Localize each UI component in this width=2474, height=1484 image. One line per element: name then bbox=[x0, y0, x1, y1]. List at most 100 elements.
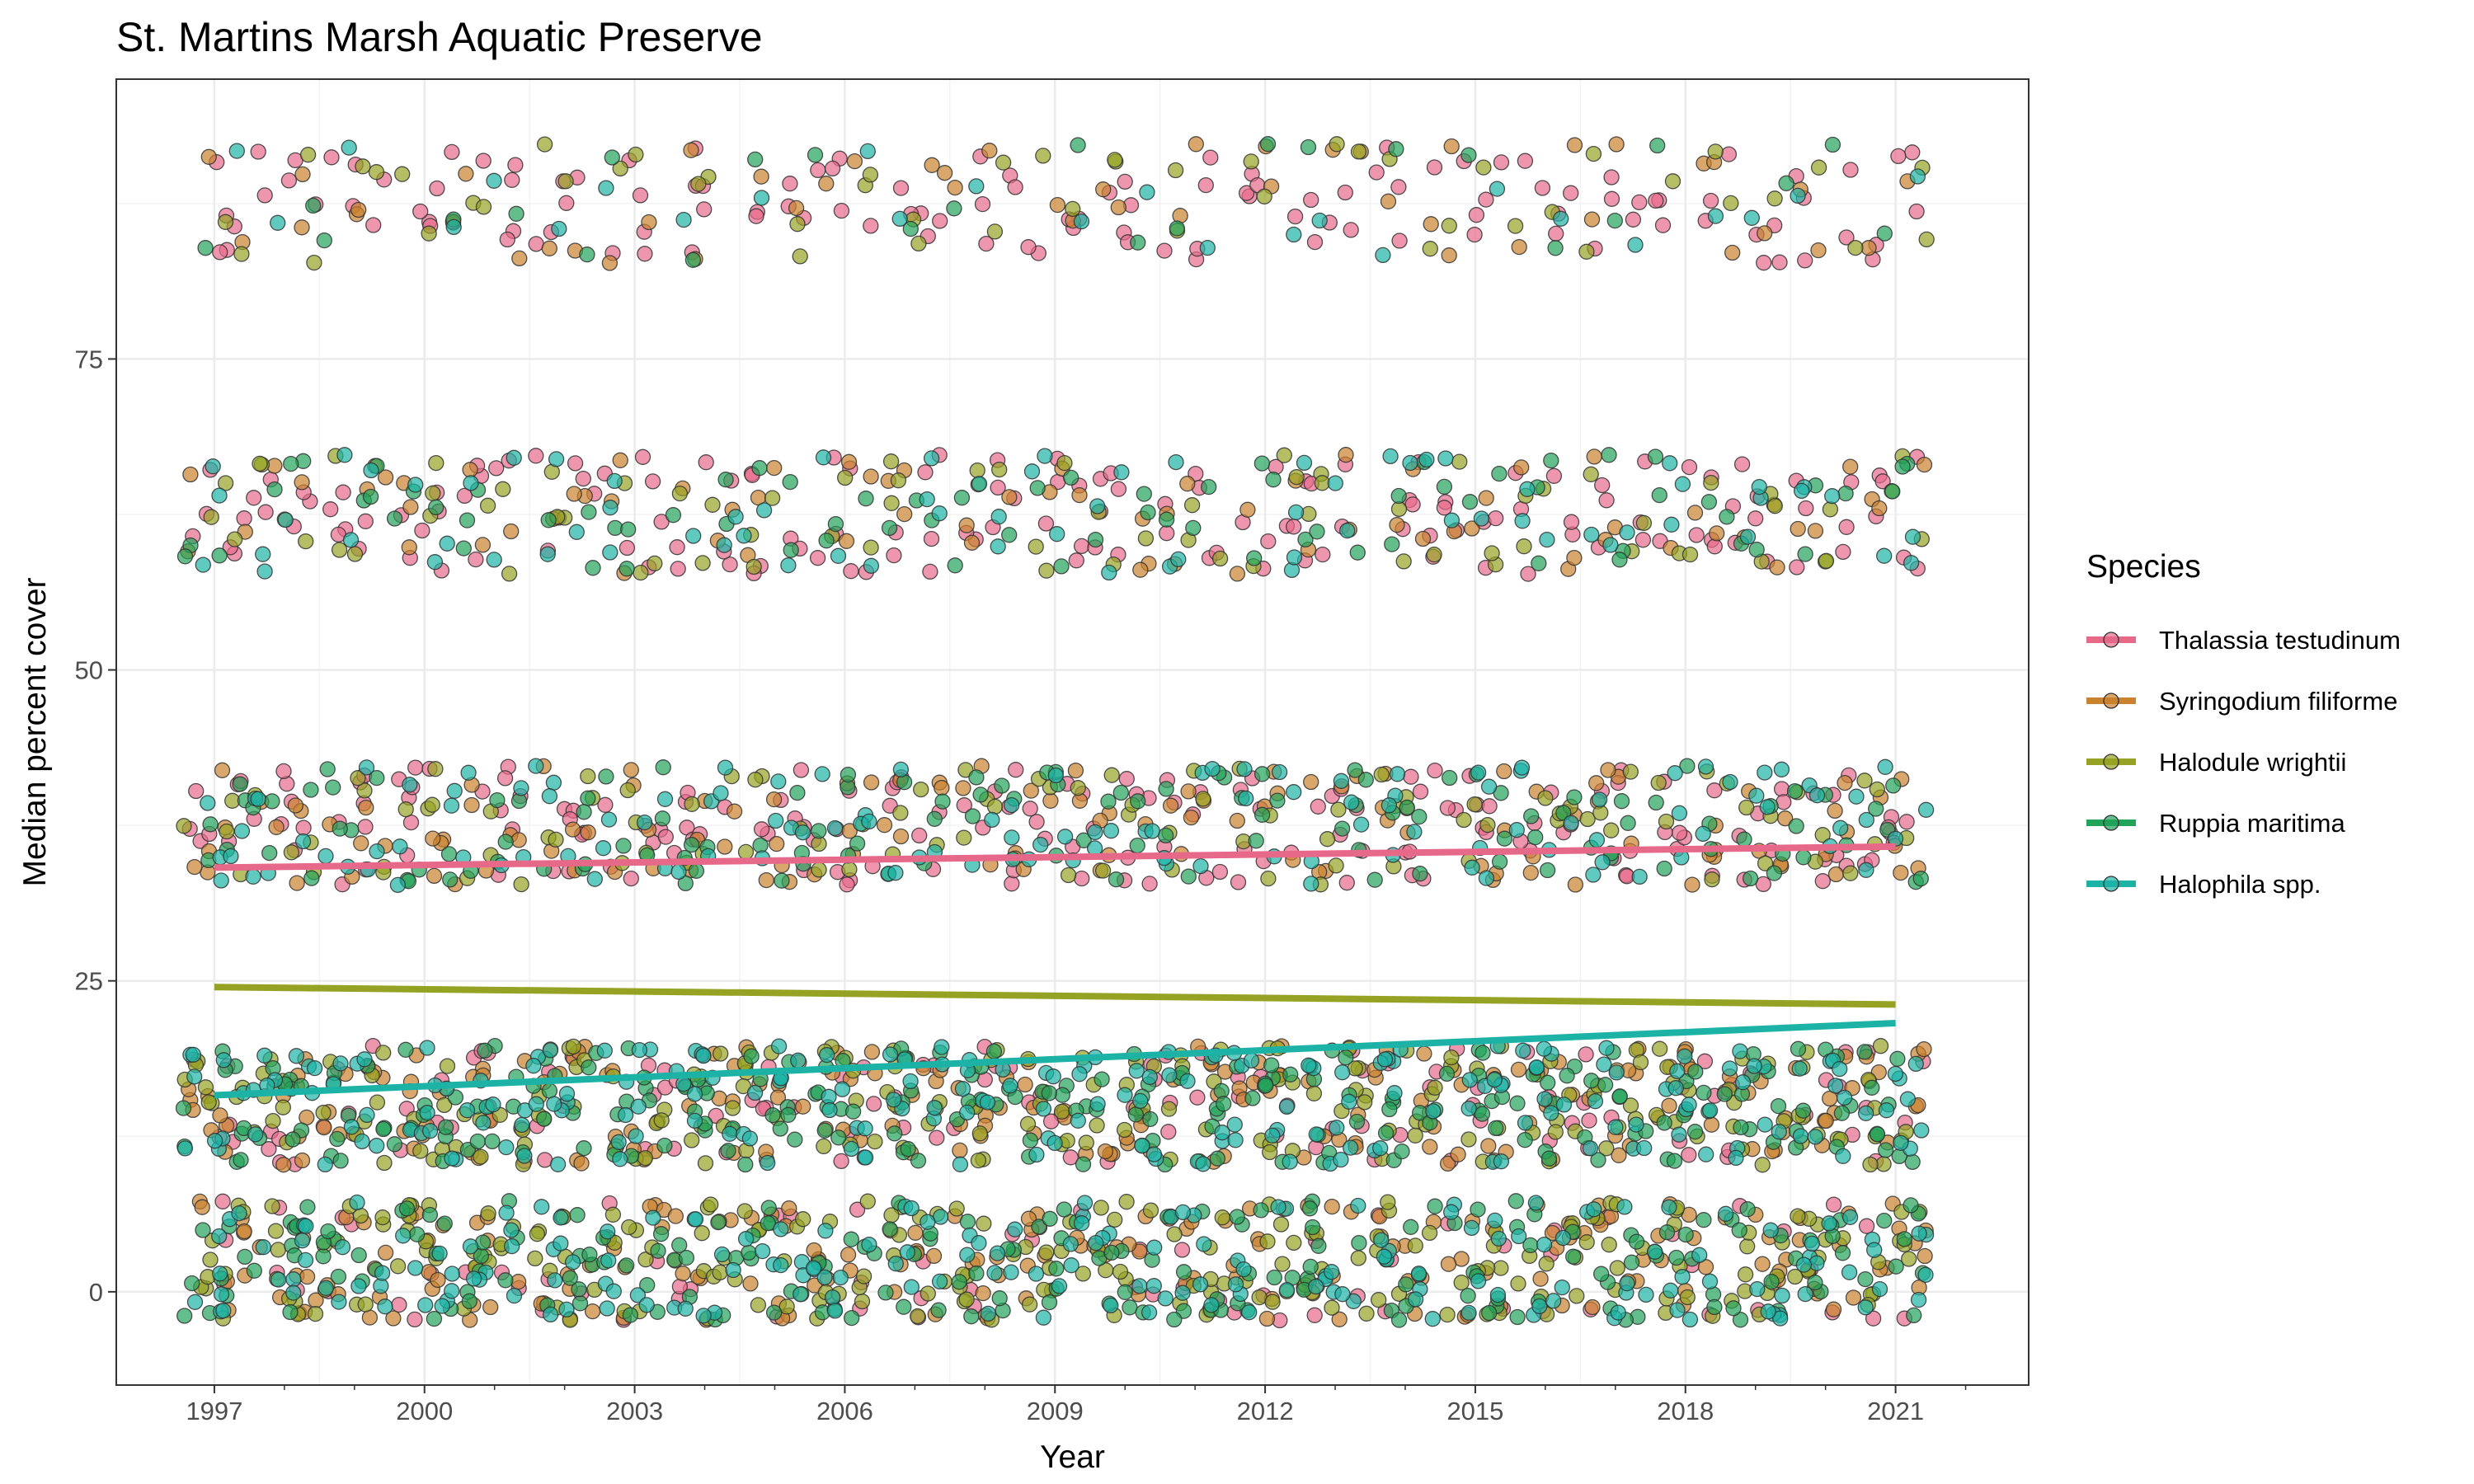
data-point bbox=[1286, 784, 1302, 801]
data-point bbox=[1687, 1064, 1704, 1080]
data-point bbox=[1906, 1307, 1922, 1324]
data-point bbox=[1236, 761, 1253, 777]
data-point bbox=[628, 1128, 644, 1144]
data-point bbox=[421, 1123, 439, 1139]
data-point bbox=[917, 464, 934, 481]
data-point bbox=[282, 1303, 299, 1321]
data-point bbox=[1427, 1079, 1443, 1096]
data-point bbox=[261, 1141, 277, 1158]
data-point bbox=[442, 871, 459, 888]
data-point bbox=[1230, 874, 1247, 890]
data-point bbox=[1002, 1078, 1018, 1094]
data-point bbox=[863, 468, 879, 485]
data-point bbox=[1195, 1156, 1211, 1172]
data-point bbox=[1871, 1280, 1888, 1298]
data-point bbox=[922, 563, 938, 580]
data-point bbox=[1475, 159, 1492, 176]
data-point bbox=[1807, 1275, 1823, 1291]
data-point bbox=[1264, 1294, 1281, 1310]
data-point bbox=[1622, 763, 1639, 780]
data-point bbox=[226, 531, 243, 547]
data-point bbox=[684, 251, 702, 268]
data-point bbox=[807, 147, 824, 163]
data-point bbox=[474, 537, 492, 553]
data-point bbox=[461, 1293, 477, 1309]
data-point bbox=[245, 868, 261, 885]
data-point bbox=[1766, 865, 1783, 881]
data-point bbox=[482, 1298, 499, 1316]
data-point bbox=[392, 838, 408, 855]
data-point bbox=[565, 1038, 581, 1055]
data-point bbox=[1916, 456, 1933, 473]
data-point bbox=[1825, 1196, 1842, 1213]
data-point bbox=[657, 829, 674, 845]
data-point bbox=[1134, 1138, 1150, 1154]
data-point bbox=[473, 1148, 489, 1165]
data-point bbox=[832, 1269, 849, 1286]
data-point bbox=[503, 1222, 520, 1238]
data-point bbox=[1007, 179, 1023, 195]
data-point bbox=[455, 540, 472, 556]
data-point bbox=[1094, 1071, 1110, 1087]
data-point bbox=[1315, 546, 1331, 563]
data-point bbox=[580, 824, 596, 841]
data-point bbox=[1754, 1256, 1771, 1272]
data-point bbox=[1773, 781, 1790, 797]
data-points bbox=[175, 136, 1935, 1329]
data-point bbox=[1041, 1085, 1057, 1101]
data-point bbox=[255, 546, 271, 562]
data-point bbox=[1684, 876, 1700, 893]
data-point bbox=[1286, 519, 1302, 535]
data-point bbox=[1157, 827, 1174, 844]
data-point bbox=[1548, 225, 1564, 242]
data-point bbox=[350, 1278, 367, 1294]
data-point bbox=[910, 1308, 926, 1325]
data-point bbox=[1566, 137, 1583, 153]
data-point bbox=[1537, 790, 1554, 806]
data-point bbox=[504, 171, 520, 188]
data-point bbox=[1337, 184, 1353, 201]
data-point bbox=[1650, 774, 1667, 791]
data-point bbox=[1520, 566, 1536, 582]
data-point bbox=[463, 796, 480, 814]
x-tick-label: 2018 bbox=[1657, 1397, 1714, 1425]
data-point bbox=[459, 1102, 476, 1119]
data-point bbox=[1302, 1258, 1319, 1275]
data-point bbox=[765, 791, 783, 808]
data-point bbox=[1587, 1093, 1604, 1110]
data-point bbox=[365, 217, 382, 233]
data-point bbox=[1631, 194, 1648, 211]
data-point bbox=[1004, 876, 1020, 892]
data-point bbox=[1028, 1146, 1045, 1163]
data-point bbox=[1158, 511, 1175, 528]
data-point bbox=[1113, 464, 1130, 481]
data-point bbox=[818, 533, 835, 549]
data-point bbox=[288, 1048, 305, 1064]
data-point bbox=[1590, 1152, 1606, 1168]
data-point bbox=[1110, 199, 1126, 216]
data-point bbox=[1527, 829, 1544, 846]
data-point bbox=[861, 1236, 877, 1253]
data-point bbox=[444, 1283, 460, 1299]
data-point bbox=[231, 1205, 247, 1222]
data-point bbox=[1554, 1279, 1570, 1296]
data-point bbox=[1578, 1046, 1594, 1063]
data-point bbox=[439, 535, 455, 552]
data-point bbox=[299, 1268, 316, 1285]
data-point bbox=[1209, 1150, 1226, 1167]
data-point bbox=[1536, 1040, 1552, 1057]
data-point bbox=[1759, 799, 1776, 815]
data-point bbox=[1536, 1236, 1553, 1253]
data-point bbox=[833, 1153, 849, 1170]
data-point bbox=[1748, 787, 1765, 804]
data-point bbox=[623, 870, 639, 887]
data-point bbox=[1597, 1077, 1614, 1093]
data-point bbox=[1671, 805, 1688, 821]
data-point bbox=[857, 1120, 873, 1137]
data-point bbox=[297, 1252, 314, 1269]
data-point bbox=[1474, 1106, 1491, 1122]
data-point bbox=[1513, 759, 1531, 776]
data-point bbox=[1158, 781, 1174, 797]
data-point bbox=[1183, 497, 1201, 514]
data-point bbox=[1037, 448, 1053, 464]
